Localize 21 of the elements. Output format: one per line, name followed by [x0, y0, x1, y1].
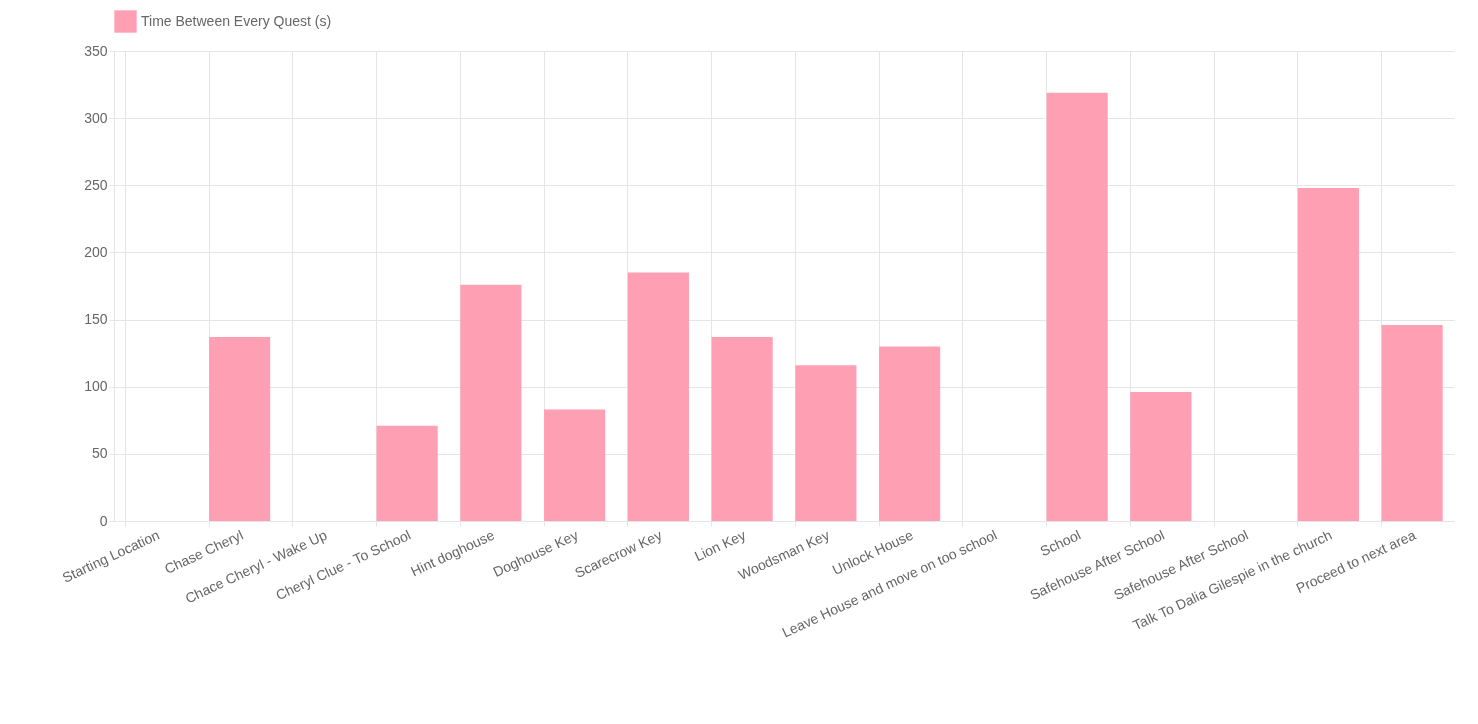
bar — [376, 425, 438, 521]
bar — [460, 284, 522, 521]
bar — [544, 409, 606, 521]
y-tick-label: 50 — [91, 445, 108, 462]
bar — [711, 337, 773, 521]
y-tick-label: 200 — [84, 243, 108, 260]
bar — [795, 365, 857, 521]
y-tick-label: 100 — [84, 378, 108, 395]
bar — [209, 337, 271, 521]
bar — [1297, 187, 1359, 521]
legend-label: Time Between Every Quest (s) — [141, 12, 332, 29]
y-tick-label: 0 — [99, 512, 108, 529]
y-tick-label: 350 — [84, 42, 108, 59]
bar — [627, 272, 689, 521]
bar — [1130, 392, 1192, 521]
bar — [1381, 324, 1443, 521]
bar — [879, 346, 941, 521]
y-tick-label: 300 — [84, 109, 108, 126]
y-tick-label: 150 — [84, 311, 108, 328]
y-tick-label: 250 — [84, 176, 108, 193]
bar — [1046, 92, 1108, 521]
